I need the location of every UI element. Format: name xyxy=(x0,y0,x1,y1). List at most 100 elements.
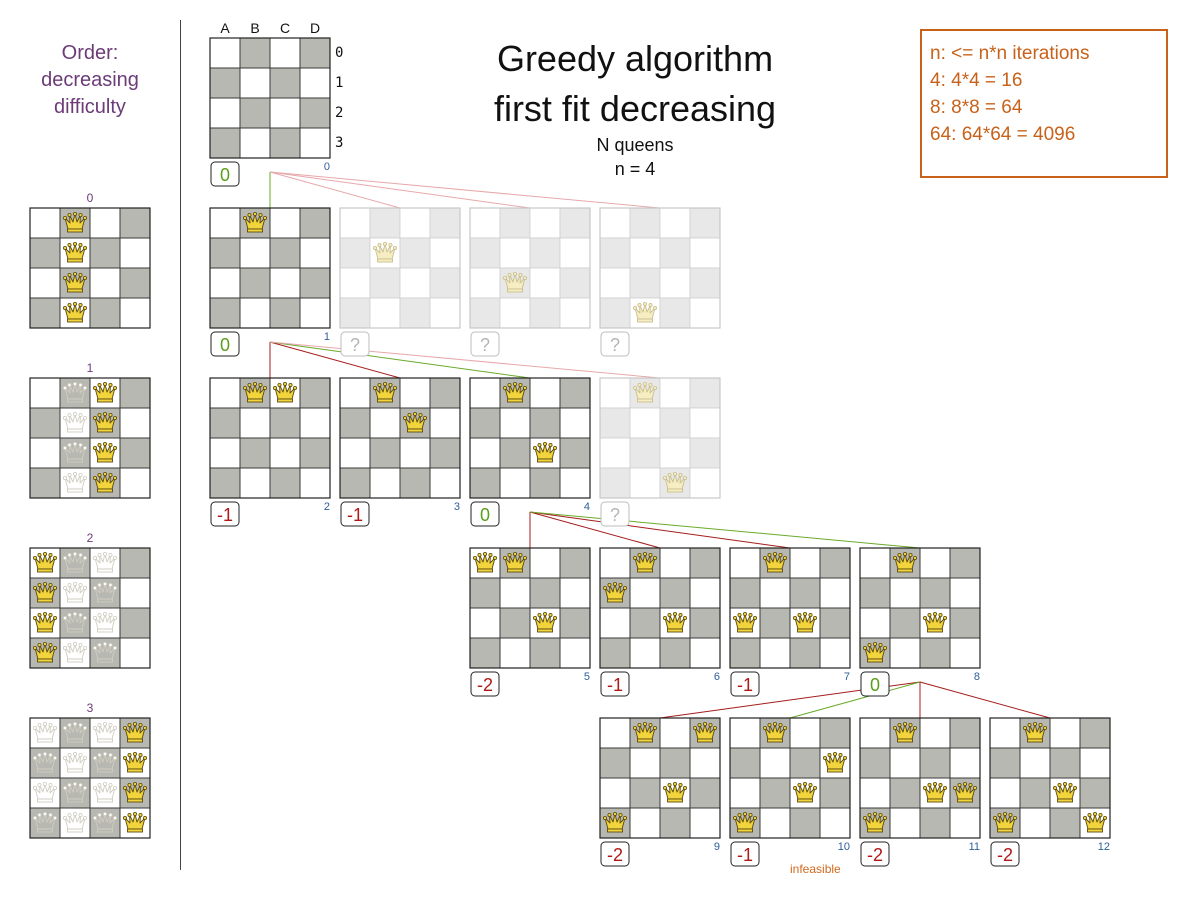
board-square xyxy=(659,377,691,409)
score-badge-box xyxy=(600,501,630,527)
score-badge-box xyxy=(470,501,500,527)
board-square xyxy=(299,207,331,239)
board-square xyxy=(399,297,431,329)
board-border xyxy=(339,207,461,329)
board-square xyxy=(689,777,721,809)
board-square xyxy=(529,207,561,239)
board-square xyxy=(269,97,301,129)
queen-icon xyxy=(63,612,87,633)
board-square xyxy=(689,637,721,669)
board-square xyxy=(559,547,591,579)
score-badge-box xyxy=(730,671,760,697)
board-square xyxy=(119,607,151,639)
board-square xyxy=(269,267,301,299)
order-label-line-1: Order: xyxy=(61,42,119,64)
board-square xyxy=(729,717,761,749)
board-square xyxy=(29,377,61,409)
score-badge-box xyxy=(210,161,240,187)
queen-icon xyxy=(93,642,117,663)
board-square xyxy=(599,747,631,779)
row-number: 3 xyxy=(335,135,344,151)
queen-icon xyxy=(93,722,117,743)
board-square xyxy=(889,577,921,609)
queen-icon xyxy=(63,812,87,833)
board-square xyxy=(369,467,401,499)
tree-edge xyxy=(269,171,401,209)
diagram-title: Greedy algorithm first fit decreasing xyxy=(420,34,850,134)
board-square xyxy=(269,67,301,99)
board-square xyxy=(949,807,981,839)
board-border xyxy=(599,207,721,329)
score-badge-box xyxy=(860,671,890,697)
board-square xyxy=(599,717,631,749)
score-value: ? xyxy=(610,335,620,355)
score-value: -1 xyxy=(737,845,753,865)
board-square xyxy=(269,407,301,439)
queen-icon xyxy=(633,722,657,743)
board-square xyxy=(819,717,851,749)
tree-edge xyxy=(789,681,921,719)
board-square xyxy=(659,297,691,329)
board-square xyxy=(399,237,431,269)
node-number: 11 xyxy=(969,841,980,853)
queen-icon xyxy=(633,552,657,573)
score-badge: 0 xyxy=(470,501,500,527)
score-badge: 0 xyxy=(210,331,240,357)
board-square xyxy=(689,547,721,579)
board-square xyxy=(239,127,271,159)
board-square xyxy=(119,297,151,329)
board-square xyxy=(599,237,631,269)
tree-node-board xyxy=(599,547,721,669)
queen-icon xyxy=(603,812,627,833)
queen-icon xyxy=(63,722,87,743)
board-square xyxy=(559,467,591,499)
subtitle-line-1: N queens xyxy=(596,135,674,155)
board-square xyxy=(529,237,561,269)
tree-edge xyxy=(269,171,531,209)
tree-node-board xyxy=(599,717,721,839)
board-square xyxy=(499,237,531,269)
board-border xyxy=(29,717,151,839)
board-border xyxy=(29,207,151,329)
board-square xyxy=(269,37,301,69)
board-square xyxy=(369,267,401,299)
board-square xyxy=(299,97,331,129)
tree-node-board xyxy=(859,547,981,669)
board-square xyxy=(729,777,761,809)
board-square xyxy=(499,637,531,669)
info-line: 64: 64*64 = 4096 xyxy=(930,124,1076,145)
score-badge-box xyxy=(210,331,240,357)
board-square xyxy=(269,127,301,159)
queen-icon xyxy=(733,812,757,833)
row-number: 1 xyxy=(335,75,344,91)
board-square xyxy=(919,807,951,839)
queen-icon xyxy=(33,612,57,633)
score-value: -2 xyxy=(997,845,1013,865)
board-square xyxy=(949,747,981,779)
board-square xyxy=(659,577,691,609)
queen-icon xyxy=(63,782,87,803)
queen-icon xyxy=(793,612,817,633)
board-square xyxy=(629,777,661,809)
score-badge: -2 xyxy=(860,841,890,867)
board-square xyxy=(759,637,791,669)
board-square xyxy=(499,577,531,609)
board-square xyxy=(209,377,241,409)
board-square xyxy=(819,547,851,579)
queen-icon xyxy=(93,442,117,463)
queen-icon xyxy=(823,752,847,773)
board-square xyxy=(1049,747,1081,779)
board-square xyxy=(629,637,661,669)
board-square xyxy=(269,237,301,269)
board-square xyxy=(689,437,721,469)
queen-icon xyxy=(63,382,87,403)
board-square xyxy=(499,437,531,469)
board-square xyxy=(369,407,401,439)
score-badge-box xyxy=(210,501,240,527)
score-badge-box xyxy=(340,501,370,527)
board-square xyxy=(299,297,331,329)
info-line: 8: 8*8 = 64 xyxy=(930,97,1023,118)
board-square xyxy=(239,97,271,129)
board-square xyxy=(529,467,561,499)
